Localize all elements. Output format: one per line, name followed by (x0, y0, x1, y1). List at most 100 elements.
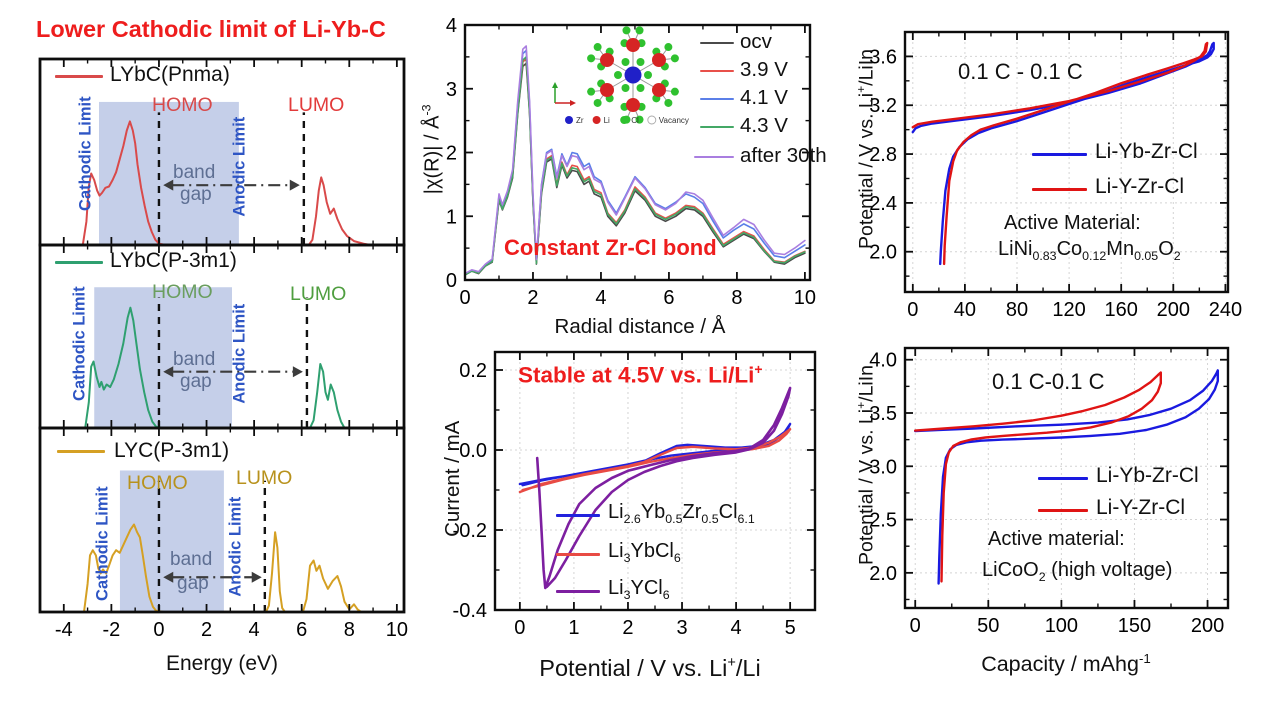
svg-text:10: 10 (794, 287, 816, 309)
dos2-lumo-label: LUMO (290, 283, 347, 305)
svg-text:0.2: 0.2 (459, 360, 487, 382)
svg-text:6: 6 (296, 619, 307, 641)
lco-legend-label-yb: Li-Yb-Zr-Cl (1096, 464, 1199, 487)
figure-title: Lower Cathodic limit of Li-Yb-C (36, 16, 386, 42)
dos2-anodic-limit-label: Anodic Limit (230, 303, 249, 404)
svg-text:2.4: 2.4 (869, 193, 897, 215)
lco-active-material-line2: LiCoO2 (high voltage) (982, 559, 1173, 584)
dos2-homo-label: HOMO (152, 281, 213, 303)
dos3-bandgap-label-2: gap (177, 573, 209, 594)
dos3-cathodic-limit-label: Cathodic Limit (93, 486, 112, 601)
exafs-legend-label-4-3v: 4.3 V (740, 114, 788, 137)
nmc-rate-label: 0.1 C - 0.1 C (958, 59, 1083, 84)
lco-active-material-line1: Active material: (988, 528, 1125, 550)
dos-panel2-chart (38, 243, 406, 430)
svg-text:200: 200 (1191, 615, 1224, 637)
svg-text:10: 10 (386, 619, 408, 641)
inset-atom-label: Li (604, 116, 610, 125)
nmc-active-material-line2: LiNi0.83Co0.12Mn0.05O2 (998, 238, 1181, 263)
svg-text:120: 120 (1052, 299, 1085, 321)
dos1-cathodic-limit-label: Cathodic Limit (76, 96, 95, 211)
nmc-y-axis-title: Potential / V vs. Li+/LiIn (854, 48, 878, 249)
dos3-anodic-limit-label: Anodic Limit (226, 496, 245, 597)
exafs-legend-label-4-1v: 4.1 V (740, 86, 788, 109)
svg-text:1: 1 (446, 206, 457, 228)
svg-text:2.8: 2.8 (869, 144, 897, 166)
cv-legend-label-lyzc: Li2.6Yb0.5Zr0.5Cl6.1 (608, 501, 755, 526)
exafs-chart: 0 2 4 6 8 10 0 1 2 3 4 (446, 15, 816, 309)
svg-text:0: 0 (153, 619, 164, 641)
dos-x-axis-title: Energy (eV) (165, 652, 279, 675)
svg-text:40: 40 (954, 299, 976, 321)
svg-text:4: 4 (249, 619, 260, 641)
svg-text:0: 0 (910, 615, 921, 637)
svg-text:0: 0 (459, 287, 470, 309)
svg-text:200: 200 (1157, 299, 1190, 321)
exafs-legend-swatch-3-9v (700, 70, 734, 73)
svg-text:80: 80 (1006, 299, 1028, 321)
svg-text:0: 0 (514, 617, 525, 639)
lco-legend-label-y: Li-Y-Zr-Cl (1096, 496, 1186, 519)
dos2-cathodic-limit-label: Cathodic Limit (70, 286, 89, 401)
exafs-x-axis-title: Radial distance / Å (554, 315, 726, 338)
exafs-legend-swatch-ocv (700, 42, 734, 45)
svg-text:4: 4 (731, 617, 742, 639)
cv-annotation: Stable at 4.5V vs. Li/Li+ (518, 361, 763, 388)
dos2-bandgap-label-1: band (173, 349, 216, 370)
svg-text:-0.4: -0.4 (453, 600, 487, 622)
svg-text:3.2: 3.2 (869, 95, 897, 117)
nmc-legend-label-y: Li-Y-Zr-Cl (1095, 175, 1185, 198)
lco-legend-swatch-y (1038, 509, 1088, 512)
inset-atom-label: Vacancy (659, 116, 689, 125)
svg-text:3.6: 3.6 (869, 46, 897, 68)
svg-text:3.0: 3.0 (869, 456, 897, 478)
exafs-legend-label-after30: after 30th (740, 144, 827, 167)
svg-text:4.0: 4.0 (869, 350, 897, 372)
svg-text:8: 8 (344, 619, 355, 641)
svg-text:0: 0 (446, 270, 457, 292)
svg-text:-4: -4 (55, 619, 73, 641)
cv-chart: 0 1 2 3 4 5 -0.4 -0.2 0.0 0.2 (453, 350, 817, 639)
svg-text:-2: -2 (102, 619, 120, 641)
lco-legend-swatch-yb (1038, 477, 1088, 480)
svg-text:3.5: 3.5 (869, 403, 897, 425)
exafs-legend-swatch-4-3v (700, 126, 734, 129)
exafs-legend-swatch-after30 (694, 156, 734, 159)
dos3-legend-swatch (57, 450, 105, 453)
svg-text:240: 240 (1209, 299, 1242, 321)
dos3-lumo-label: LUMO (236, 467, 293, 489)
cv-x-axis-title: Potential / V vs. Li+/Li (539, 655, 761, 681)
svg-text:6: 6 (663, 287, 674, 309)
charge-discharge-nmc-chart: 0 40 80 120 160 200 240 2.0 2.4 2.8 3.2 3.6 (869, 30, 1242, 321)
svg-text:8: 8 (731, 287, 742, 309)
charge-discharge-lco-chart: 0 50 100 150 200 2.0 2.5 3.0 3.5 4.0 (869, 346, 1230, 637)
dos-panel1-chart (38, 57, 406, 247)
exafs-annotation: Constant Zr-Cl bond (504, 235, 717, 260)
svg-text:2: 2 (622, 617, 633, 639)
svg-text:0.0: 0.0 (459, 440, 487, 462)
dos1-bandgap-label-2: gap (180, 184, 212, 205)
svg-text:3: 3 (676, 617, 687, 639)
svg-text:1: 1 (568, 617, 579, 639)
svg-text:4: 4 (595, 287, 606, 309)
cv-legend-label-liybcl: Li3YbCl6 (608, 540, 681, 565)
dos3-bandgap-label-1: band (170, 549, 213, 570)
dos1-anodic-limit-label: Anodic Limit (230, 116, 249, 217)
cv-legend-swatch-liycl (556, 590, 600, 593)
crystal-structure-inset: Zr Li Cl Vacancy (552, 26, 689, 125)
svg-text:4: 4 (446, 15, 457, 37)
svg-text:160: 160 (1105, 299, 1138, 321)
dos1-bandgap-label-1: band (173, 162, 216, 183)
nmc-active-material-line1: Active Material: (1004, 212, 1141, 234)
svg-text:-0.2: -0.2 (453, 520, 487, 542)
svg-text:2.0: 2.0 (869, 242, 897, 264)
exafs-legend-label-3-9v: 3.9 V (740, 58, 788, 81)
svg-text:2.0: 2.0 (869, 563, 897, 585)
nmc-legend-swatch-yb (1032, 153, 1087, 156)
dos1-legend-label: LYbC(Pnma) (110, 63, 230, 86)
exafs-legend-label-ocv: ocv (740, 30, 772, 53)
cv-legend-swatch-liybcl (556, 553, 600, 556)
exafs-legend-swatch-4-1v (700, 98, 734, 101)
svg-text:100: 100 (1045, 615, 1078, 637)
